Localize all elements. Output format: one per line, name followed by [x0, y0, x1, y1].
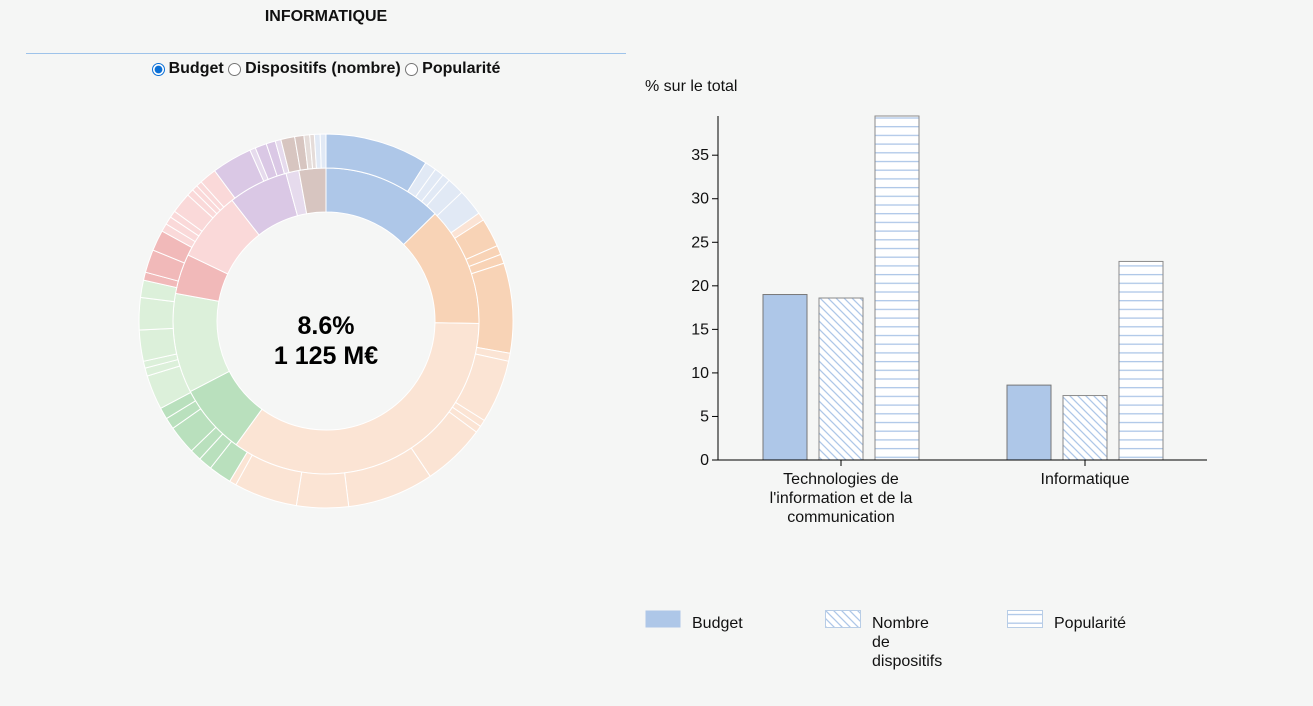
y-tick-label: 10 — [691, 365, 709, 382]
outer-ring-segment[interactable] — [295, 471, 350, 509]
outer-ring-segment[interactable] — [319, 133, 327, 169]
page-title: INFORMATIQUE — [264, 8, 388, 25]
y-tick-label: 5 — [700, 408, 709, 425]
radio-dispositifs[interactable]: Dispositifs (nombre) — [228, 60, 401, 78]
x-tick-label: Informatique — [1041, 471, 1130, 488]
legend-label-budget: Budget — [692, 615, 743, 632]
y-tick-label: 25 — [691, 234, 709, 251]
x-tick-label: communication — [787, 509, 895, 526]
metric-selector: Budget Dispositifs (nombre) Popularité — [26, 60, 626, 81]
radio-budget-input[interactable] — [151, 62, 165, 76]
bar[interactable] — [1006, 384, 1052, 461]
center-amount: 1 125 M€ — [274, 342, 378, 370]
title-divider — [26, 53, 626, 54]
donut-outer-ring — [138, 133, 514, 509]
y-tick-label: 15 — [691, 321, 709, 338]
legend-swatch-budget — [645, 610, 681, 628]
y-tick-label: 35 — [691, 147, 709, 164]
legend-label-dispositifs: Nombre de dispositifs — [872, 615, 943, 670]
bar[interactable] — [818, 297, 864, 461]
center-percentage: 8.6% — [298, 312, 355, 340]
legend-swatch-popularite — [1007, 610, 1043, 628]
legend-swatch-dispositifs — [825, 610, 861, 628]
x-tick-label: l'information et de la — [770, 490, 913, 507]
bar[interactable] — [762, 294, 808, 461]
bars — [762, 115, 1164, 461]
y-tick-label: 20 — [691, 278, 709, 295]
bar[interactable] — [874, 115, 920, 461]
y-axis-label: % sur le total — [645, 78, 737, 95]
outer-ring-segment[interactable] — [138, 296, 175, 331]
radio-dispositifs-input[interactable] — [228, 62, 242, 76]
radio-popularite-input[interactable] — [405, 62, 419, 76]
y-tick-label: 0 — [700, 452, 709, 469]
radio-popularite-label: Popularité — [422, 60, 501, 77]
y-tick-label: 30 — [691, 191, 709, 208]
bar-chart: % sur le total 0 5 10 15 20 25 30 35 Technologi… — [645, 78, 1207, 526]
sunburst-chart: 8.6% 1 125 M€ — [138, 133, 514, 509]
bar[interactable] — [1062, 395, 1108, 461]
y-axis: 0 5 10 15 20 25 30 35 — [691, 116, 719, 469]
radio-budget[interactable]: Budget — [151, 60, 224, 78]
radio-popularite[interactable]: Popularité — [405, 60, 500, 78]
radio-dispositifs-label: Dispositifs (nombre) — [245, 60, 401, 77]
radio-budget-label: Budget — [168, 60, 224, 77]
legend: Budget Nombre de dispositifs Popularité — [645, 610, 1265, 680]
x-tick-label: Technologies de — [783, 471, 899, 488]
bar[interactable] — [1118, 260, 1164, 461]
legend-label-popularite: Popularité — [1054, 615, 1127, 632]
x-axis: Technologies de l'information et de la com… — [718, 459, 1207, 526]
